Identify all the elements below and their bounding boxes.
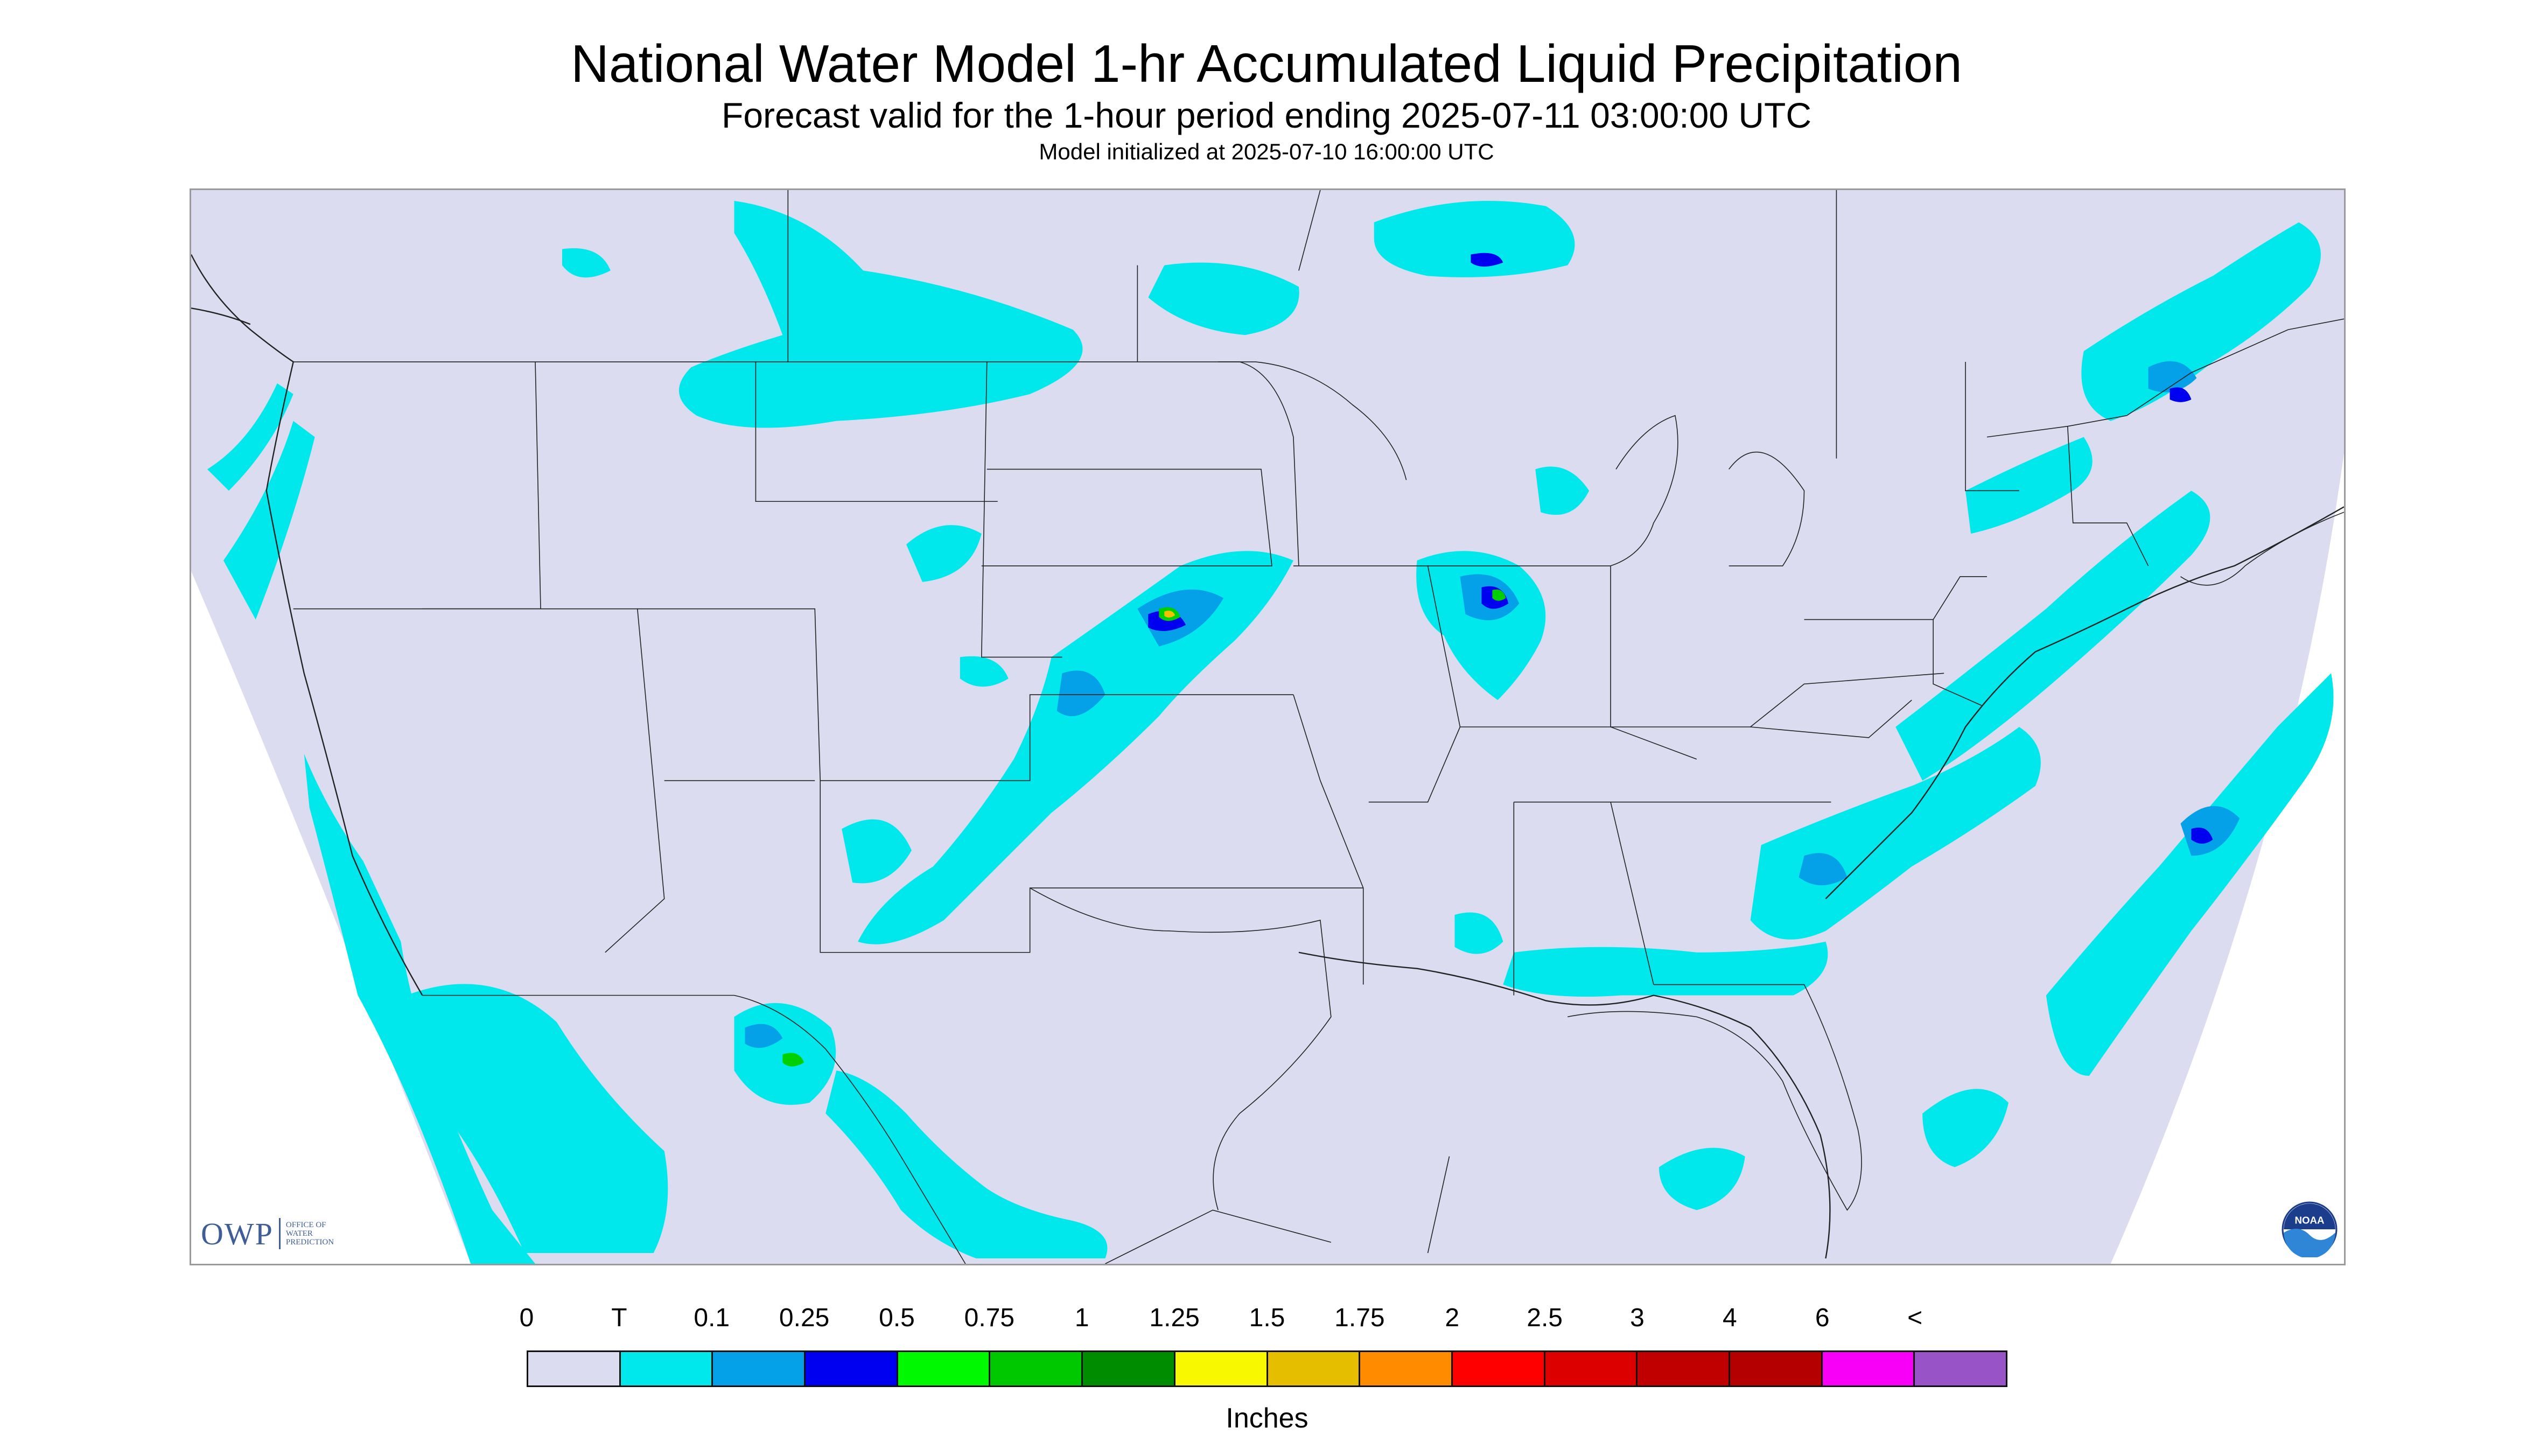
precip-heavy-areas [782,589,1506,1067]
owp-mark: OWP [201,1216,274,1251]
legend-tick-label: 4 [1723,1304,1737,1332]
legend-tick-label: 2 [1445,1304,1460,1332]
legend-tick-label: 0.1 [694,1304,730,1332]
precip-trace-areas [207,200,2334,1264]
legend-swatch [620,1352,713,1385]
legend-swatch [1360,1352,1453,1385]
legend-swatch [898,1352,991,1385]
map-title: National Water Model 1-hr Accumulated Li… [571,34,1962,93]
legend-swatch [1638,1352,1730,1385]
legend-tick-label: 0 [519,1304,534,1332]
legend-swatch [990,1352,1083,1385]
legend-swatch [1545,1352,1638,1385]
legend-color-bar [527,1350,2007,1387]
legend-tick-label: 2.5 [1527,1304,1563,1332]
legend-swatch [1268,1352,1361,1385]
legend-tick-label: 0.5 [879,1304,915,1332]
legend-swatch [1452,1352,1545,1385]
legend-swatch [1915,1352,2006,1385]
owp-wordmark: Office of Water Prediction [285,1221,334,1247]
legend-tick-label: 1.5 [1249,1304,1285,1332]
legend-swatch [713,1352,806,1385]
color-legend: 0 T 0.1 0.25 0.5 0.75 1 1.25 1.5 1.75 2 2.5 3 4 6 < Inc… [520,1303,2007,1454]
legend-tick-label: 1 [1074,1304,1089,1332]
legend-tick-label: 0.25 [779,1304,830,1332]
legend-tick-label: 3 [1630,1304,1645,1332]
legend-tick-label: 1.75 [1334,1304,1385,1332]
legend-unit-label: Inches [1226,1403,1309,1434]
legend-swatch [1822,1352,1915,1385]
noaa-seal-icon: NOAA [2282,1201,2338,1259]
state-boundaries [293,190,2344,1264]
owp-separator [278,1218,281,1249]
legend-tick-label: T [611,1304,627,1332]
precip-very-heavy-areas [1164,611,1175,618]
legend-tick-label: < [1907,1304,1923,1332]
legend-tick-label: 1.25 [1149,1304,1200,1332]
legend-swatch [1083,1352,1175,1385]
legend-swatch [1175,1352,1268,1385]
legend-swatch [806,1352,898,1385]
legend-swatch [1730,1352,1823,1385]
forecast-valid-subtitle: Forecast valid for the 1-hour period end… [722,95,1811,135]
coastline [191,254,2344,1259]
precipitation-map: OWP Office of Water Prediction NOAA [190,188,2346,1265]
model-init-line: Model initialized at 2025-07-10 16:00:00… [1039,139,1494,164]
noaa-label: NOAA [2294,1215,2325,1226]
legend-swatch [528,1352,621,1385]
legend-tick-label: 0.75 [964,1304,1015,1332]
legend-tick-label: 6 [1815,1304,1830,1332]
owp-logo: OWP Office of Water Prediction [201,1212,334,1255]
map-canvas [191,190,2344,1264]
legend-labels: 0 T 0.1 0.25 0.5 0.75 1 1.25 1.5 1.75 2 2.5 3 4 6 < [520,1303,2007,1341]
